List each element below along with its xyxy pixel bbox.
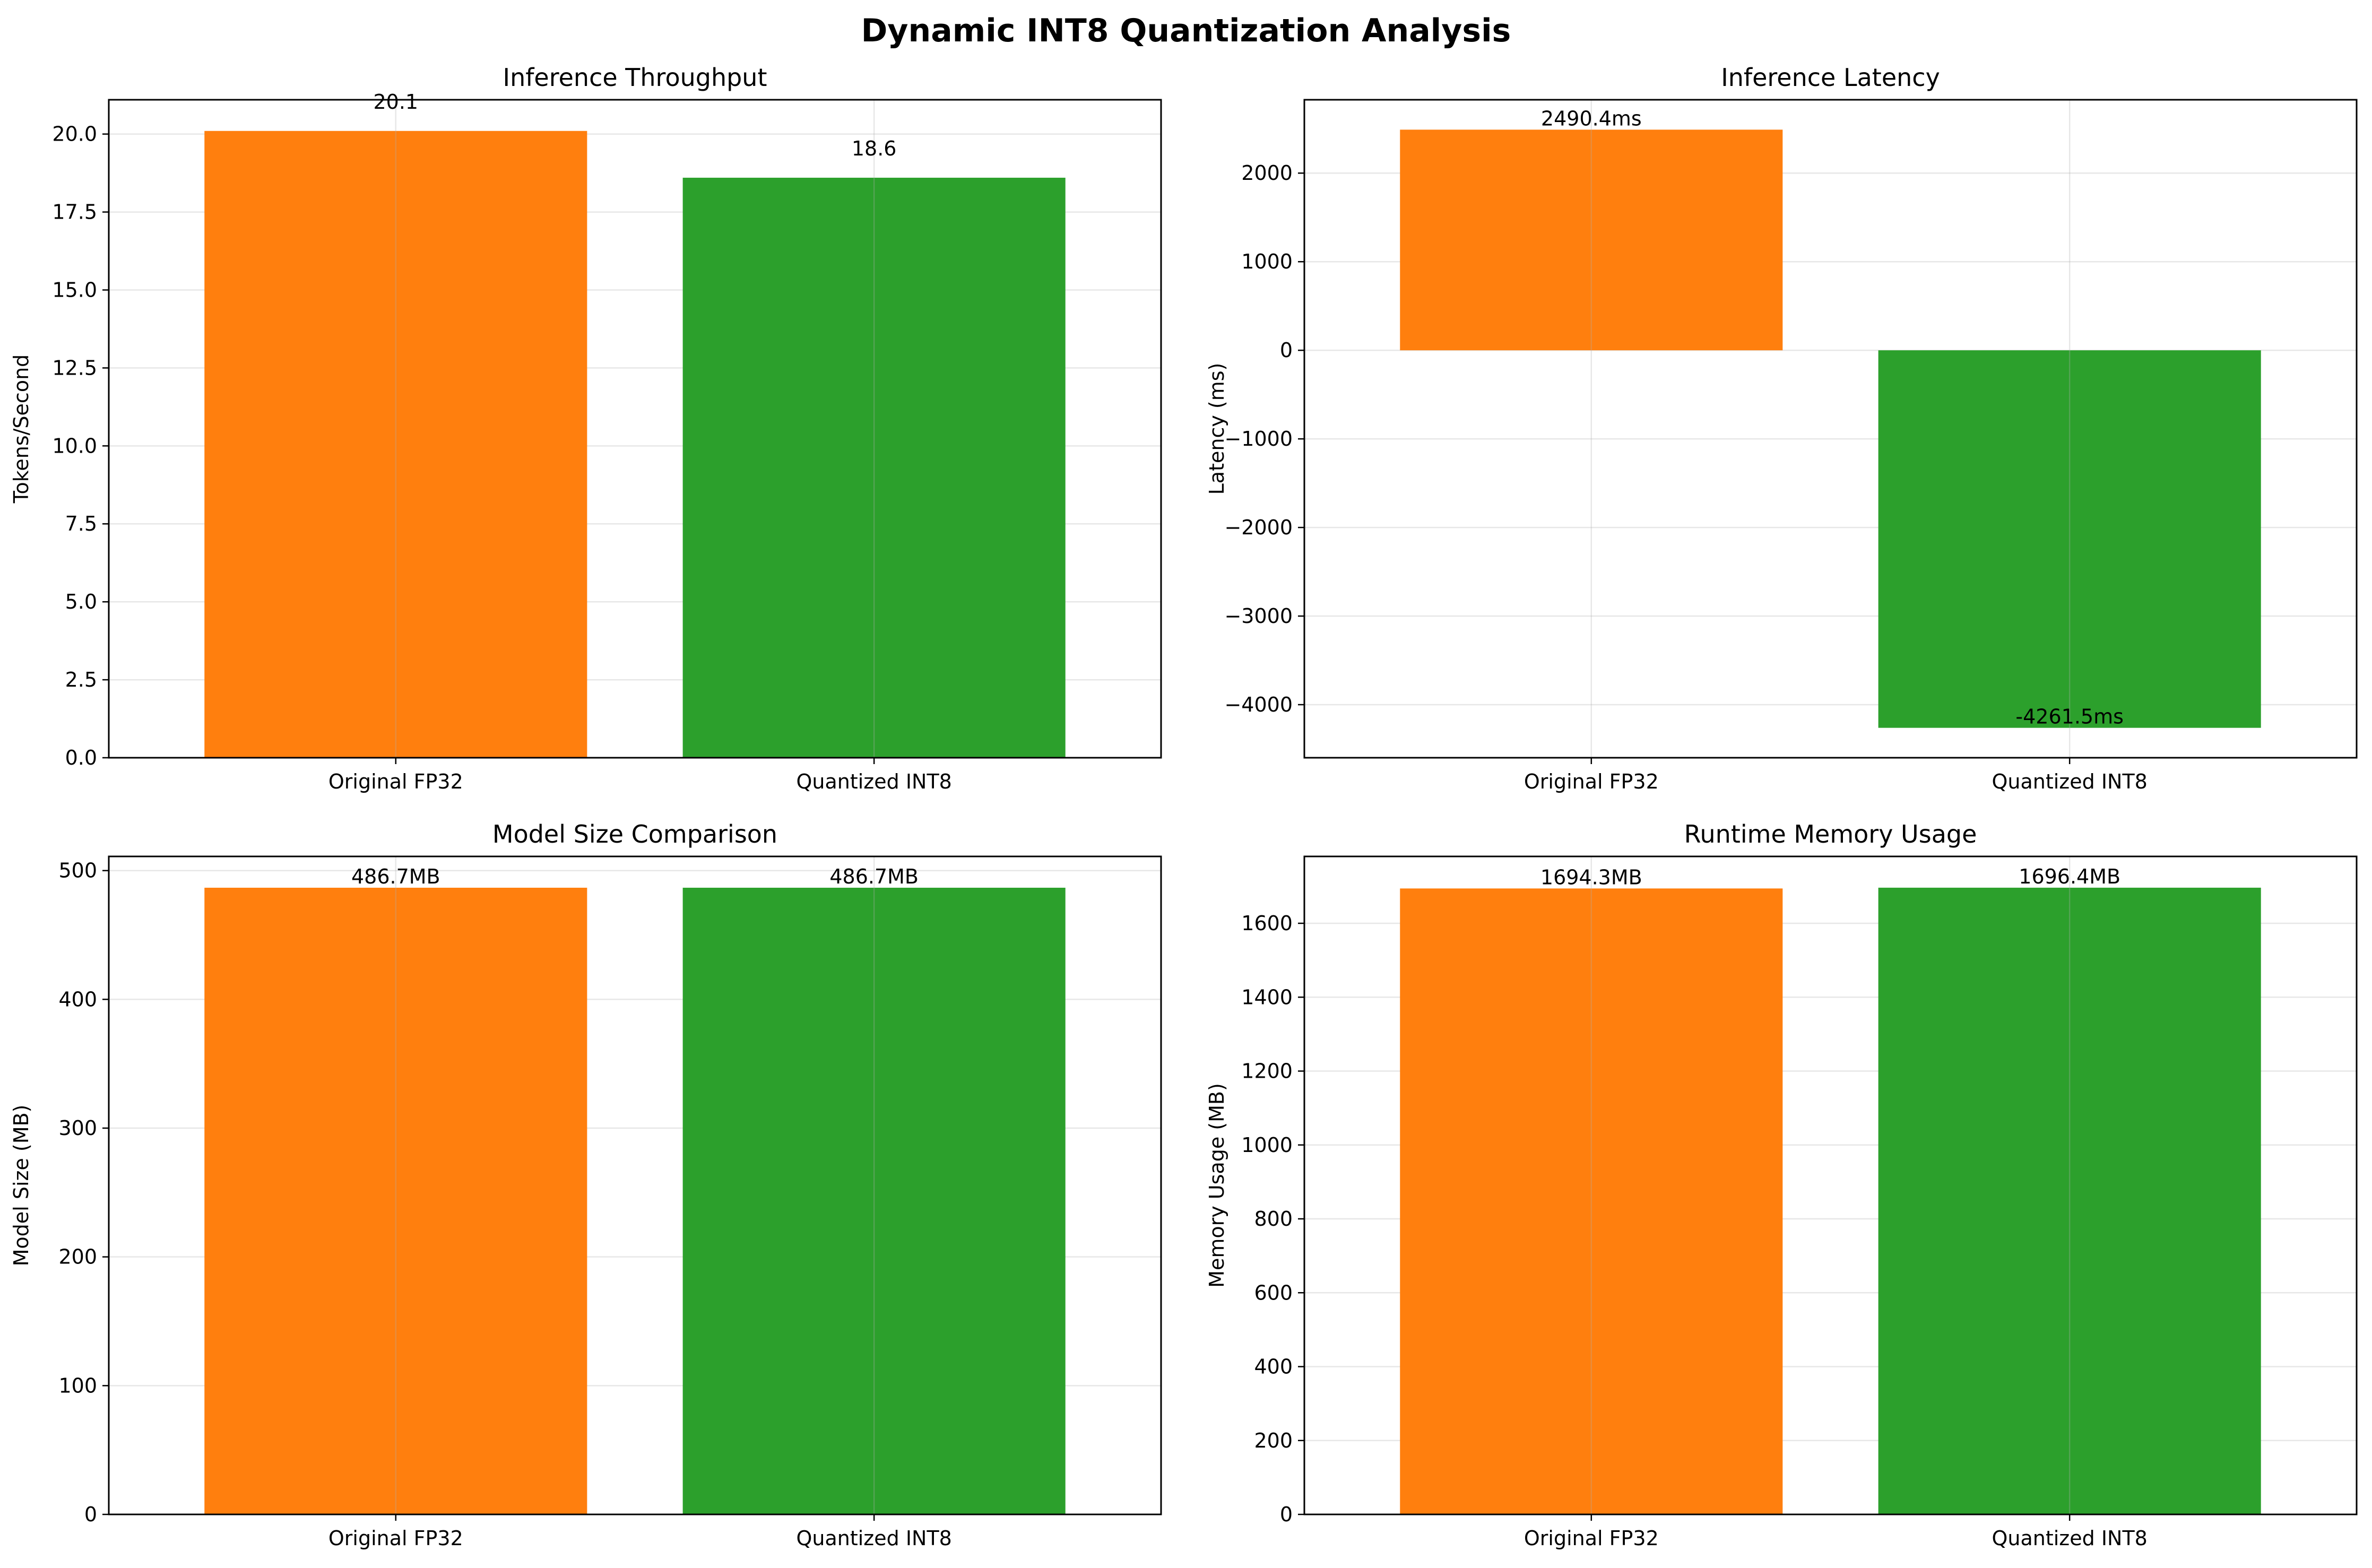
panel-title-latency: Inference Latency bbox=[1721, 63, 1940, 92]
axes-frame bbox=[1303, 99, 2358, 759]
figure-title: Dynamic INT8 Quantization Analysis bbox=[861, 12, 1511, 49]
y-tick-label: 200 bbox=[58, 1245, 97, 1269]
data-label-model-size-0: 486.7MB bbox=[351, 865, 440, 888]
y-tick-label: 1600 bbox=[1241, 912, 1293, 935]
bar-model-size-1 bbox=[682, 887, 1066, 1514]
y-tick-label: 400 bbox=[58, 987, 97, 1011]
x-tick-label: Quantized INT8 bbox=[796, 1527, 951, 1550]
y-tick-label: 10.0 bbox=[52, 434, 97, 457]
panel-latency: 2490.4ms -4261.5ms −4000 −3000 −2000 −1000 0 10… bbox=[1205, 63, 2358, 793]
y-axis-label-throughput: Tokens/Second bbox=[10, 354, 33, 504]
bar-throughput-0 bbox=[204, 131, 587, 758]
y-tick-label: 7.5 bbox=[65, 512, 97, 535]
panel-memory: 1694.3MB 1696.4MB 0 200 400 600 800 1000 1200 140… bbox=[1205, 820, 2358, 1550]
y-tick-label: 100 bbox=[58, 1374, 97, 1397]
y-tick-label: 1000 bbox=[1241, 250, 1293, 273]
axes-frame bbox=[1303, 855, 2358, 1515]
subplots: 20.1 18.6 0.0 2.5 5.0 7.5 10.0 12.5 15.0 17.5 20.0… bbox=[10, 63, 2358, 1550]
bar-memory-1 bbox=[1878, 887, 2261, 1514]
y-tick-label: 1200 bbox=[1241, 1060, 1293, 1083]
y-tick-label: 0 bbox=[1280, 1503, 1293, 1526]
y-tick-label: 0 bbox=[1280, 339, 1293, 362]
y-tick-label: −1000 bbox=[1224, 427, 1293, 451]
data-label-throughput-0: 20.1 bbox=[374, 90, 419, 114]
y-tick-label: 15.0 bbox=[52, 278, 97, 301]
bar-throughput-1 bbox=[682, 177, 1066, 758]
x-tick-label: Original FP32 bbox=[328, 770, 463, 793]
y-tick-label: 2000 bbox=[1241, 161, 1293, 185]
y-tick-label: 200 bbox=[1254, 1429, 1293, 1452]
y-tick-label: 20.0 bbox=[52, 123, 97, 146]
y-tick-label: −3000 bbox=[1224, 604, 1293, 628]
data-label-model-size-1: 486.7MB bbox=[829, 865, 919, 888]
y-tick-label: 600 bbox=[1254, 1281, 1293, 1304]
panel-title-model-size: Model Size Comparison bbox=[492, 820, 777, 848]
bar-latency-1 bbox=[1878, 350, 2261, 728]
y-tick-label: 800 bbox=[1254, 1207, 1293, 1231]
y-tick-label: 400 bbox=[1254, 1355, 1293, 1379]
y-axis-label-model-size: Model Size (MB) bbox=[10, 1105, 33, 1267]
bar-model-size-0 bbox=[204, 887, 587, 1514]
y-tick-label: −2000 bbox=[1224, 516, 1293, 539]
y-axis-label-memory: Memory Usage (MB) bbox=[1205, 1083, 1228, 1288]
panel-title-memory: Runtime Memory Usage bbox=[1684, 820, 1977, 848]
y-tick-label: 12.5 bbox=[52, 356, 97, 379]
x-tick-label: Original FP32 bbox=[328, 1527, 463, 1550]
y-tick-label: 2.5 bbox=[65, 668, 97, 691]
data-label-latency-1: -4261.5ms bbox=[2015, 705, 2124, 729]
panel-model-size: 486.7MB 486.7MB 0 100 200 300 400 500 Original F… bbox=[10, 820, 1162, 1550]
x-tick-label: Original FP32 bbox=[1524, 1527, 1659, 1550]
x-tick-label: Original FP32 bbox=[1524, 770, 1659, 793]
y-tick-label: 5.0 bbox=[65, 590, 97, 613]
y-tick-label: 300 bbox=[58, 1116, 97, 1140]
data-label-memory-0: 1694.3MB bbox=[1540, 865, 1642, 889]
axes-frame bbox=[108, 855, 1162, 1515]
bar-memory-0 bbox=[1400, 888, 1783, 1514]
x-tick-label: Quantized INT8 bbox=[1992, 770, 2147, 793]
y-tick-label: 500 bbox=[58, 859, 97, 882]
y-tick-label: 0 bbox=[84, 1503, 97, 1526]
x-tick-label: Quantized INT8 bbox=[796, 770, 951, 793]
panel-throughput: 20.1 18.6 0.0 2.5 5.0 7.5 10.0 12.5 15.0 17.5 20.0… bbox=[10, 63, 1162, 793]
y-axis-label-latency: Latency (ms) bbox=[1205, 363, 1228, 495]
data-label-memory-1: 1696.4MB bbox=[2019, 865, 2120, 888]
y-tick-label: 0.0 bbox=[65, 746, 97, 769]
x-tick-label: Quantized INT8 bbox=[1992, 1527, 2147, 1550]
y-tick-label: 1400 bbox=[1241, 985, 1293, 1009]
y-tick-label: 17.5 bbox=[52, 201, 97, 224]
bar-latency-0 bbox=[1400, 129, 1783, 351]
y-tick-label: −4000 bbox=[1224, 693, 1293, 716]
axes-frame bbox=[108, 99, 1162, 759]
panel-title-throughput: Inference Throughput bbox=[503, 63, 767, 92]
data-label-latency-0: 2490.4ms bbox=[1541, 107, 1642, 130]
data-label-throughput-1: 18.6 bbox=[852, 137, 897, 160]
y-tick-label: 1000 bbox=[1241, 1133, 1293, 1157]
